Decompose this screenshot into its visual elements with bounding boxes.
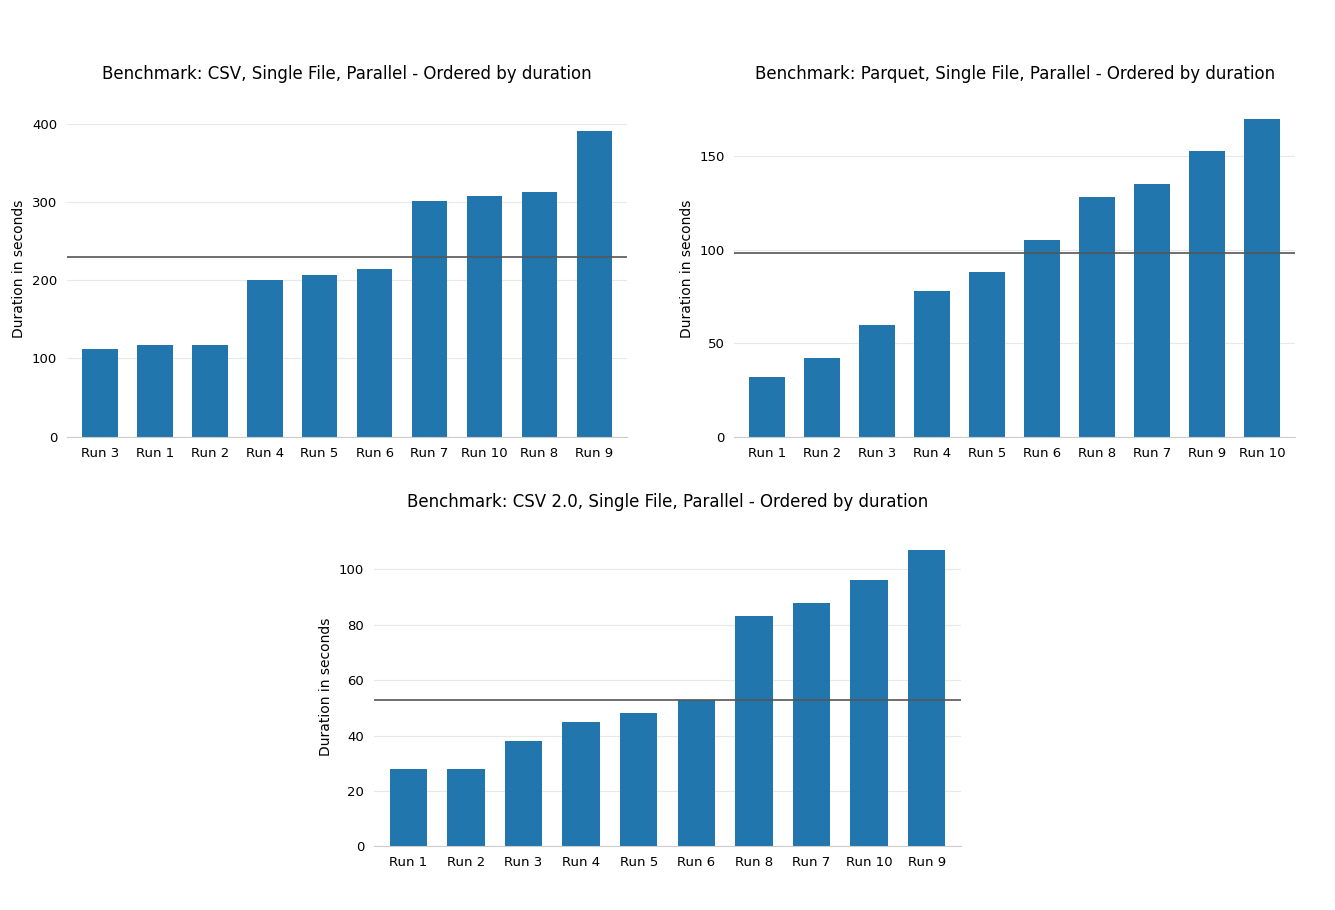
Bar: [447, 769, 485, 846]
Bar: [505, 741, 542, 846]
Bar: [1244, 119, 1280, 437]
Bar: [969, 272, 1005, 437]
Bar: [1024, 240, 1060, 437]
Title: Benchmark: Parquet, Single File, Parallel - Ordered by duration: Benchmark: Parquet, Single File, Paralle…: [754, 66, 1275, 84]
Bar: [577, 131, 613, 437]
Y-axis label: Duration in seconds: Duration in seconds: [12, 199, 27, 338]
Bar: [749, 377, 785, 437]
Bar: [860, 325, 894, 437]
Y-axis label: Duration in seconds: Duration in seconds: [319, 618, 334, 756]
Title: Benchmark: CSV, Single File, Parallel - Ordered by duration: Benchmark: CSV, Single File, Parallel - …: [103, 66, 591, 84]
Bar: [467, 196, 502, 437]
Bar: [736, 616, 773, 846]
Bar: [356, 269, 392, 437]
Bar: [850, 581, 888, 846]
Bar: [1189, 150, 1226, 437]
Bar: [914, 291, 951, 437]
Bar: [138, 345, 172, 437]
Bar: [1079, 197, 1115, 437]
Bar: [390, 769, 427, 846]
Bar: [562, 722, 599, 846]
Title: Benchmark: CSV 2.0, Single File, Parallel - Ordered by duration: Benchmark: CSV 2.0, Single File, Paralle…: [407, 493, 928, 511]
Bar: [908, 550, 945, 846]
Bar: [805, 359, 840, 437]
Bar: [247, 280, 283, 437]
Bar: [678, 700, 716, 846]
Bar: [522, 192, 558, 437]
Bar: [619, 713, 657, 846]
Bar: [302, 275, 338, 437]
Bar: [81, 349, 117, 437]
Bar: [793, 602, 830, 846]
Y-axis label: Duration in seconds: Duration in seconds: [680, 199, 694, 338]
Bar: [1135, 184, 1169, 437]
Bar: [192, 345, 227, 437]
Bar: [411, 201, 447, 437]
